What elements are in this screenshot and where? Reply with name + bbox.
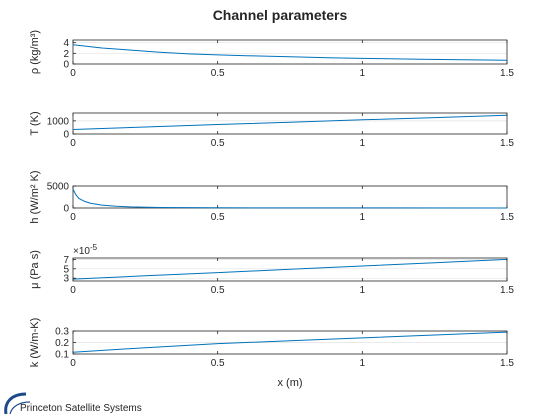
x-tick-label: 0.5 — [211, 138, 225, 149]
y-axis-label: ρ (kg/m³) — [29, 30, 41, 74]
x-tick-label: 1 — [360, 358, 366, 369]
axes-box — [72, 39, 508, 65]
x-tick-label: 1 — [360, 212, 366, 223]
logo-arc-icon — [9, 401, 31, 415]
x-tick-label: 1 — [360, 68, 366, 79]
x-tick-label: 0.5 — [211, 358, 225, 369]
y-tick-label: 2 — [63, 49, 69, 60]
y-tick-label: 4 — [63, 38, 69, 49]
brand-logo: Princeton Satellite Systems — [4, 392, 142, 415]
y-axis-label: k (W/m-K) — [29, 318, 41, 367]
subplot-3: 0 0.5 1 1.5 0 5000 h (W/m² K) — [29, 170, 514, 223]
y-tick-label: 0.3 — [55, 327, 69, 338]
y-tick-label: 0.1 — [55, 350, 69, 361]
x-tick-label: 1.5 — [500, 68, 514, 79]
y-exponent-label: ×10-5 — [73, 243, 98, 257]
y-axis-label: T (K) — [29, 111, 41, 135]
logo-swoosh-icon — [4, 392, 27, 415]
x-tick-label: 1.5 — [500, 285, 514, 296]
x-tick-label: 1 — [360, 138, 366, 149]
x-tick-label: 1.5 — [500, 138, 514, 149]
x-tick-label: 0 — [70, 285, 76, 296]
axes-box — [72, 185, 508, 209]
y-tick-label: 5000 — [47, 182, 70, 193]
series-line — [72, 188, 508, 209]
chart-title: Channel parameters — [213, 7, 348, 23]
subplot-4: 0 0.5 1 1.5 357 ×10-5 μ (Pa s) — [29, 243, 514, 296]
y-tick-label: 3 — [63, 274, 69, 285]
series-line — [72, 44, 508, 61]
axes-box — [72, 112, 508, 135]
y-tick-label: 0 — [63, 60, 69, 71]
y-axis-label: h (W/m² K) — [29, 170, 41, 223]
x-tick-label: 0.5 — [211, 68, 225, 79]
subplot-5: 0 0.5 1 1.5 0.10.20.3 k (W/m-K) — [29, 318, 514, 369]
series-line — [72, 331, 508, 353]
y-tick-label: 0 — [63, 130, 69, 141]
y-tick-label: 0.2 — [55, 338, 69, 349]
x-tick-label: 1.5 — [500, 358, 514, 369]
brand-name: Princeton Satellite Systems — [20, 403, 142, 414]
series-line — [72, 258, 508, 280]
x-tick-label: 0 — [70, 68, 76, 79]
y-axis-label: μ (Pa s) — [29, 250, 41, 289]
x-tick-label: 0.5 — [211, 285, 225, 296]
series-line — [72, 114, 508, 130]
y-tick-label: 7 — [63, 255, 69, 266]
x-tick-label: 0 — [70, 138, 76, 149]
y-exponent-power: -5 — [90, 243, 98, 252]
x-tick-label: 1 — [360, 285, 366, 296]
axes-box — [72, 257, 508, 282]
subplot-1: 0 0.5 1 1.5 024 ρ (kg/m³) — [29, 30, 514, 79]
x-tick-label: 0.5 — [211, 212, 225, 223]
y-tick-label: 1000 — [47, 116, 70, 127]
y-tick-label: 0 — [63, 204, 69, 215]
x-tick-label: 1.5 — [500, 212, 514, 223]
y-tick-label: 5 — [63, 264, 69, 275]
x-tick-label: 0 — [70, 358, 76, 369]
x-axis-label: x (m) — [277, 377, 302, 389]
x-tick-label: 0 — [70, 212, 76, 223]
